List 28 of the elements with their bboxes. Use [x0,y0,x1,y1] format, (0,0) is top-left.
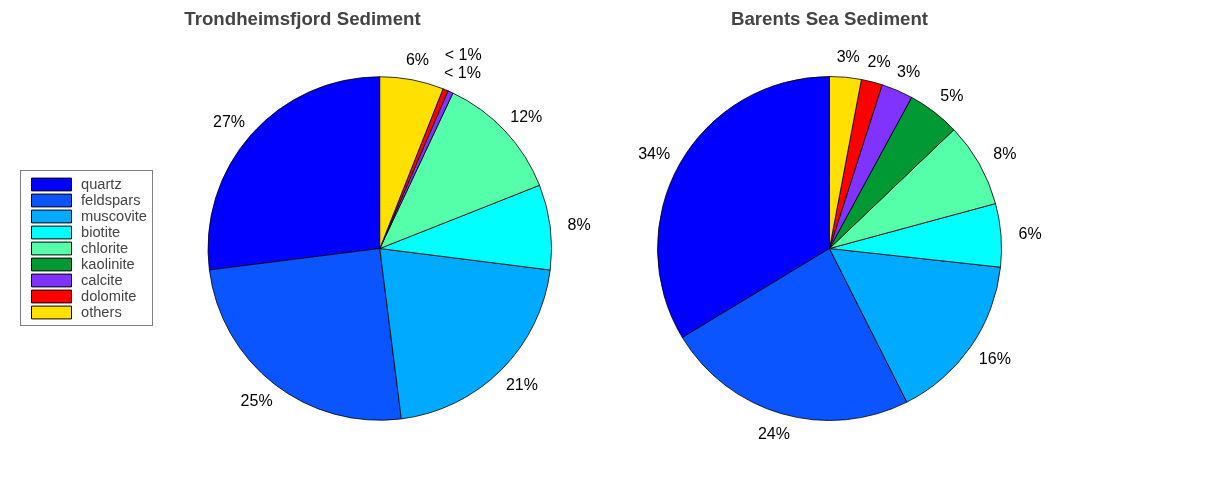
legend-label: chlorite [81,240,129,256]
chart-title: Barents Sea Sediment [731,7,929,29]
data-label: 3% [836,48,860,66]
legend-label: others [81,304,122,320]
data-label: 12% [510,108,543,126]
data-label: 21% [505,376,538,394]
data-label: 27% [213,112,246,130]
data-label: 34% [638,145,671,163]
legend-label: quartz [81,176,122,192]
data-label: 8% [993,145,1017,163]
data-label: 2% [867,53,891,71]
data-label: 5% [940,87,964,105]
legend-label: feldspars [81,192,141,208]
data-label: 6% [405,50,430,68]
data-label: 3% [897,62,921,80]
data-label: 6% [1018,225,1042,243]
legend-label: kaolinite [81,256,135,272]
data-label: 8% [567,215,591,233]
data-label: < 1% [444,46,482,64]
legend-label: calcite [81,272,123,288]
data-label: 25% [240,392,273,410]
legend-label: dolomite [81,288,137,304]
legend-label: muscovite [81,208,147,224]
chart-title: Trondheimsfjord Sediment [184,7,421,29]
data-label: < 1% [444,64,481,82]
data-label: 16% [978,349,1011,367]
data-label: 24% [757,425,790,443]
legend-label: biotite [81,224,121,240]
